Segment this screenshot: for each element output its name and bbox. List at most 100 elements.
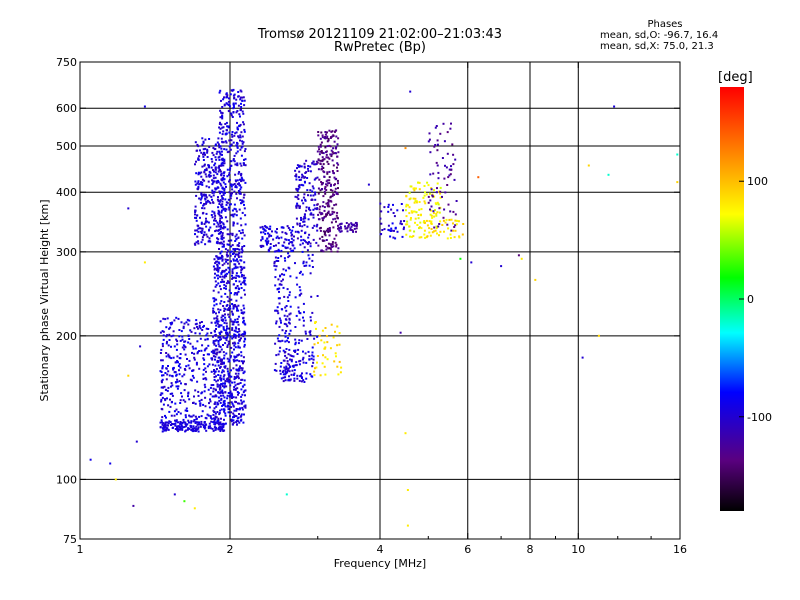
data-point — [277, 257, 280, 259]
data-point — [298, 176, 300, 179]
data-point — [204, 138, 207, 141]
data-point — [221, 269, 224, 272]
data-point — [317, 145, 320, 148]
data-point — [310, 295, 313, 298]
data-point — [213, 419, 216, 422]
data-point — [300, 216, 302, 219]
data-point — [224, 198, 227, 201]
data-point — [187, 419, 190, 422]
data-point — [236, 293, 239, 296]
data-point — [442, 216, 445, 219]
data-point — [236, 266, 239, 269]
data-point — [299, 359, 302, 362]
data-point — [428, 220, 431, 223]
data-point — [218, 150, 221, 153]
data-point — [237, 342, 240, 345]
data-point — [213, 180, 216, 183]
data-point — [437, 225, 440, 228]
data-point — [171, 321, 174, 324]
data-point — [430, 222, 433, 225]
data-point — [237, 369, 240, 371]
data-point — [169, 421, 172, 424]
data-point — [233, 106, 235, 109]
data-point — [192, 428, 195, 430]
data-point — [319, 226, 322, 229]
data-point — [396, 209, 399, 212]
data-point — [187, 395, 189, 398]
data-point — [173, 410, 176, 413]
x-axis-label: Frequency [MHz] — [334, 557, 426, 570]
data-point — [244, 293, 246, 296]
data-point — [210, 370, 213, 373]
data-point — [168, 374, 171, 377]
data-point — [275, 320, 278, 323]
data-point — [178, 426, 181, 428]
data-point — [177, 385, 180, 388]
data-point — [462, 223, 465, 225]
data-point — [202, 153, 204, 156]
data-point — [336, 193, 339, 196]
data-point — [390, 229, 393, 232]
data-point — [298, 170, 301, 173]
data-point — [238, 413, 240, 415]
data-point — [300, 292, 303, 295]
data-point — [226, 272, 229, 275]
data-point — [221, 264, 224, 267]
data-point — [176, 360, 179, 362]
data-point — [240, 131, 243, 134]
data-point — [264, 225, 267, 228]
data-point — [233, 378, 236, 381]
data-point — [221, 197, 224, 200]
data-point — [424, 191, 426, 194]
data-point — [237, 420, 240, 423]
data-point — [236, 162, 239, 165]
data-point — [222, 164, 225, 167]
data-point — [442, 219, 445, 222]
data-point — [215, 405, 218, 408]
data-point — [307, 350, 310, 353]
data-point — [167, 422, 170, 425]
data-point — [436, 143, 439, 146]
data-point — [220, 417, 222, 420]
data-point — [234, 208, 237, 211]
data-point — [286, 371, 289, 374]
data-point — [175, 419, 178, 422]
data-point — [274, 309, 277, 312]
data-point — [387, 224, 390, 227]
data-point — [327, 182, 330, 185]
data-point — [221, 245, 224, 248]
data-point — [243, 340, 246, 343]
data-point — [392, 212, 395, 214]
data-point — [219, 220, 221, 223]
data-point — [215, 328, 217, 330]
data-point — [237, 290, 240, 293]
data-point — [218, 146, 221, 149]
data-point — [197, 173, 200, 176]
data-point — [316, 223, 319, 226]
data-point — [286, 225, 289, 228]
data-point — [224, 412, 227, 415]
data-point — [241, 145, 244, 148]
data-point — [517, 254, 520, 257]
y-tick-label: 400 — [56, 186, 77, 199]
data-point — [212, 147, 215, 149]
data-point — [209, 240, 212, 243]
data-point — [304, 172, 307, 174]
data-point — [297, 194, 300, 197]
data-point — [169, 326, 172, 329]
data-point — [220, 428, 223, 431]
data-point — [196, 325, 198, 328]
data-point — [223, 310, 226, 312]
data-point — [308, 264, 311, 267]
data-point — [288, 317, 291, 320]
data-point — [191, 374, 194, 377]
data-point — [303, 246, 306, 249]
data-point — [328, 234, 331, 237]
data-point — [224, 275, 226, 277]
data-point — [176, 426, 178, 429]
data-point — [180, 330, 183, 333]
data-point — [219, 308, 222, 311]
data-point — [435, 225, 438, 228]
data-point — [176, 355, 179, 358]
data-point — [315, 327, 317, 330]
